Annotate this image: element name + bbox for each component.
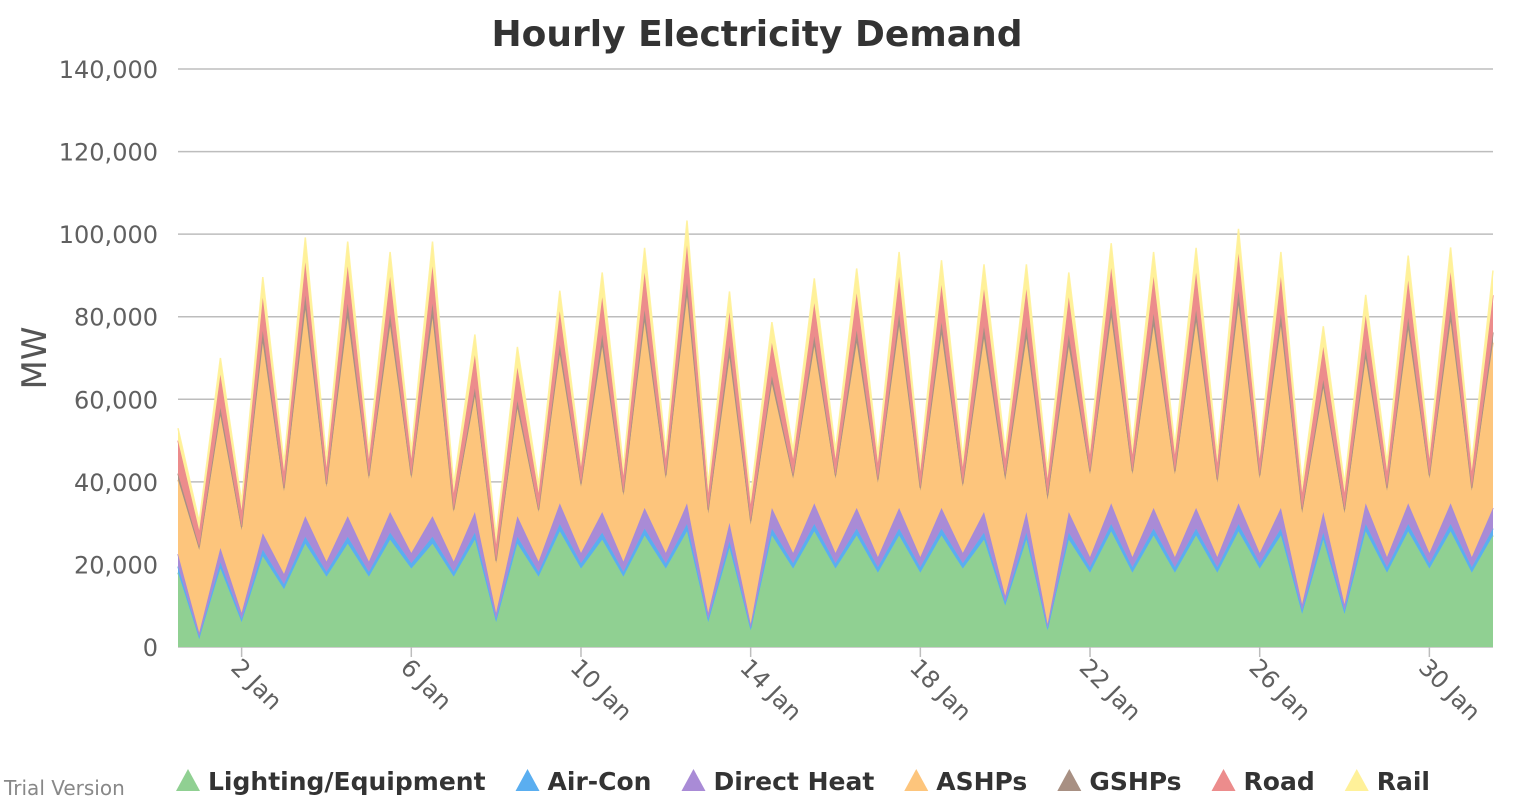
legend-label-lighting-equipment: Lighting/Equipment [208, 767, 486, 796]
y-axis-label: MW [15, 327, 55, 390]
y-tick-label: 0 [143, 634, 158, 662]
line-rail [177, 220, 1494, 536]
x-tick-label: 2 Jan [225, 653, 287, 715]
legend-label-road: Road [1244, 767, 1315, 796]
legend-marker-lighting-equipment [176, 769, 200, 791]
x-tick-label: 22 Jan [1074, 653, 1147, 726]
legend-marker-rail [1344, 769, 1369, 791]
y-tick-label: 120,000 [59, 139, 158, 167]
chart-title: Hourly Electricity Demand [492, 14, 1023, 55]
area-direct-heat [178, 503, 1493, 637]
legend-label-direct-heat: Direct Heat [713, 767, 874, 796]
stacked-areas [177, 220, 1494, 647]
y-tick-label: 140,000 [59, 56, 158, 84]
x-axis-ticks: 2 Jan 6 Jan 10 Jan 14 Jan 18 Jan 22 Jan 26 Jan… [225, 647, 1486, 726]
area-lighting-equipment [178, 531, 1493, 647]
legend-label-rail: Rail [1377, 767, 1430, 796]
y-tick-label: 40,000 [74, 469, 158, 497]
x-tick-label: 18 Jan [904, 653, 977, 726]
x-tick-label: 10 Jan [565, 653, 638, 726]
x-tick-label: 26 Jan [1243, 653, 1316, 726]
x-tick-label: 30 Jan [1413, 653, 1486, 726]
legend-marker-gshps [1057, 769, 1082, 791]
y-tick-label: 60,000 [74, 386, 158, 414]
legend: Lighting/Equipment Air-Con Direct Heat ASHP… [176, 767, 1430, 796]
x-tick-label: 14 Jan [734, 653, 807, 726]
y-tick-label: 20,000 [74, 551, 158, 579]
x-tick-label: 6 Jan [395, 653, 457, 715]
y-tick-label: 80,000 [74, 304, 158, 332]
legend-marker-direct-heat [681, 769, 706, 791]
legend-marker-road [1211, 769, 1236, 791]
legend-marker-air-con [515, 769, 540, 791]
watermark-text: Trial Version [3, 776, 125, 800]
legend-label-air-con: Air-Con [548, 767, 652, 796]
legend-marker-ashps [904, 769, 929, 791]
area-air-con [178, 524, 1493, 639]
legend-label-gshps: GSHPs [1089, 767, 1181, 796]
y-axis-ticks: 0 20,000 40,000 60,000 80,000 100,000 120,000 1… [59, 56, 158, 662]
legend-label-ashps: ASHPs [936, 767, 1027, 796]
area-ashps [178, 296, 1493, 633]
y-tick-label: 100,000 [59, 221, 158, 249]
